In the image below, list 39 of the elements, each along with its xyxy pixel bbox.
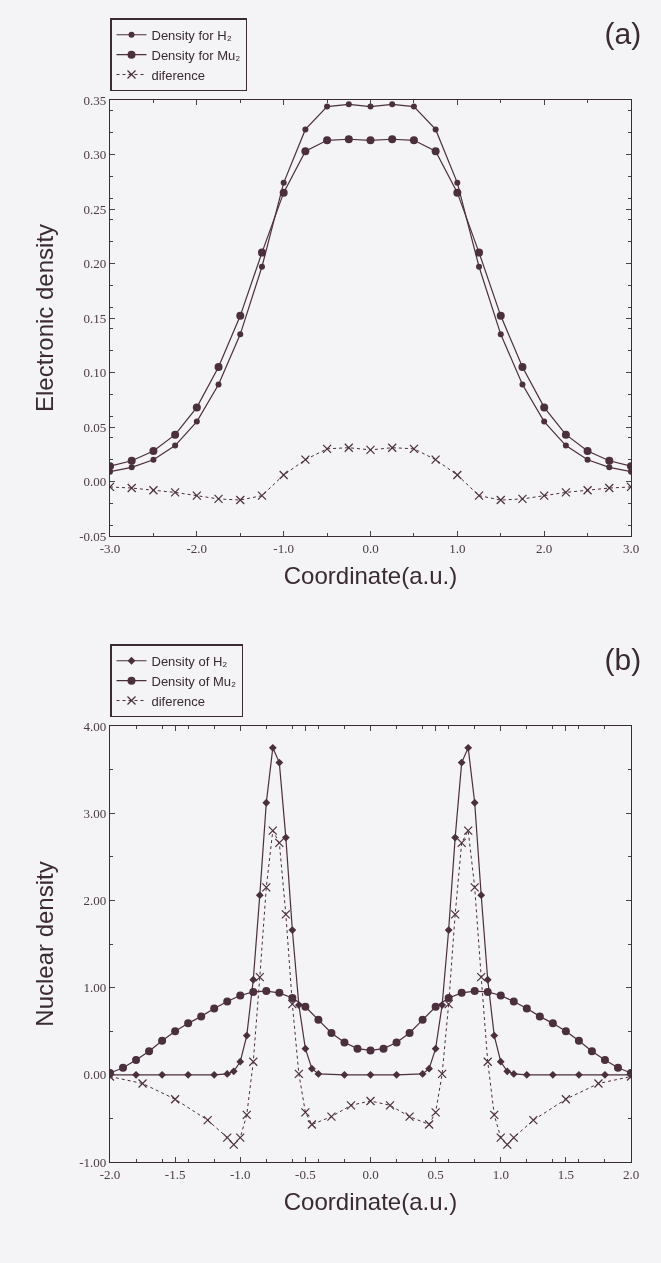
x-tick-label: 2.0	[622, 1166, 640, 1182]
x-axis-title: Coordinate(a.u.)	[283, 1188, 458, 1215]
y-tick-label: 0.15	[83, 310, 107, 326]
x-tick-label: 0.0	[362, 540, 379, 556]
x-tick-label: 3.0	[622, 540, 640, 556]
y-tick-label: 0.35	[83, 92, 107, 108]
x-tick-label: 0.5	[427, 1166, 444, 1182]
x-tick-label: 1.0	[492, 1166, 509, 1182]
x-axis-title: Coordinate(a.u.)	[283, 562, 458, 589]
legend-label: Density of Mu₂	[151, 673, 237, 689]
x-tick-label: -1.0	[229, 1166, 251, 1182]
x-tick-label: -2.0	[186, 540, 208, 556]
y-tick-label: 4.00	[83, 718, 107, 734]
legend-label: Density for H₂	[151, 27, 232, 43]
y-tick-label: 0.25	[83, 201, 107, 217]
x-tick-label: -0.5	[295, 1166, 316, 1182]
y-tick-label: 0.00	[83, 474, 107, 490]
legend-label: diference	[151, 67, 205, 83]
y-axis-title: Electronic density	[31, 223, 59, 413]
x-tick-label: 2.0	[536, 540, 553, 556]
x-tick-label: 1.5	[557, 1166, 575, 1182]
y-tick-label: 0.00	[83, 1067, 107, 1083]
y-tick-label: 0.05	[83, 419, 107, 435]
y-tick-label: 2.00	[83, 892, 107, 908]
chart-title: (b)	[604, 642, 642, 676]
x-tick-label: 0.0	[362, 1166, 379, 1182]
x-tick-label: 1.0	[449, 540, 466, 556]
y-tick-label: 0.10	[83, 365, 107, 381]
chart-title: (a)	[604, 16, 642, 50]
x-tick-label: -1.5	[164, 1166, 186, 1182]
legend-label: Density for Mu₂	[151, 47, 241, 63]
legend-label: diference	[151, 693, 205, 709]
y-tick-label: 1.00	[83, 980, 107, 996]
y-tick-label: 3.00	[83, 805, 107, 821]
x-tick-label: -1.0	[273, 540, 294, 556]
y-tick-label: 0.20	[83, 256, 107, 272]
y-tick-label: 0.30	[83, 147, 107, 163]
legend-label: Density of H₂	[151, 653, 228, 669]
y-axis-title: Nuclear density	[31, 861, 59, 1027]
